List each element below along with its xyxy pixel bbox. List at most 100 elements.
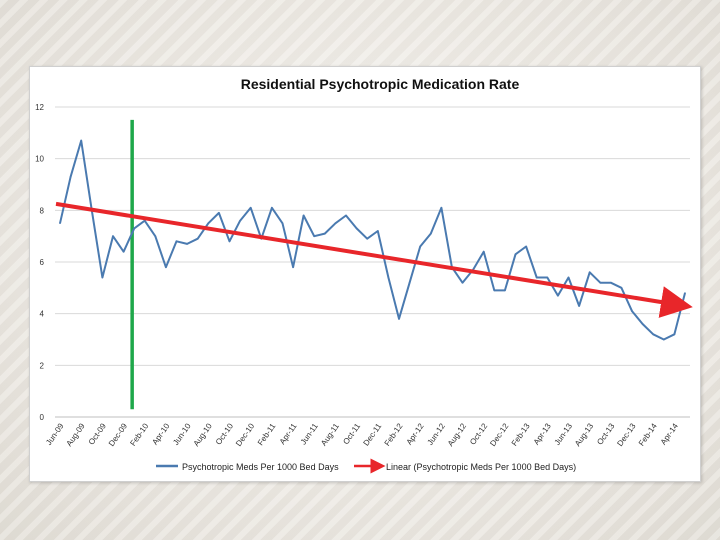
x-tick-label: Jun-11 — [299, 421, 320, 446]
data-point — [69, 175, 72, 178]
data-point — [218, 212, 220, 214]
data-point — [461, 281, 464, 284]
data-point — [631, 310, 633, 312]
y-tick-label: 10 — [35, 155, 44, 164]
data-point — [59, 222, 61, 225]
grid-layer — [55, 106, 690, 418]
series-line-0 — [59, 139, 686, 341]
data-point — [578, 305, 580, 307]
x-tick-label: Feb-13 — [510, 421, 532, 447]
data-point — [376, 230, 379, 232]
x-tick-label: Feb-10 — [128, 421, 150, 447]
legend-label-series: Psychotropic Meds Per 1000 Bed Days — [182, 462, 339, 472]
data-point — [588, 271, 591, 274]
data-point — [313, 235, 316, 237]
data-point — [599, 281, 602, 284]
data-point — [80, 139, 82, 142]
chart-card: Residential Psychotropic Medication Rate… — [29, 66, 701, 482]
data-point — [228, 240, 231, 243]
legend-label-trendline: Linear (Psychotropic Meds Per 1000 Bed D… — [386, 462, 576, 472]
data-point — [663, 338, 665, 341]
x-tick-label: Apr-11 — [278, 421, 299, 446]
y-tick-label: 12 — [35, 103, 44, 112]
data-point — [239, 219, 241, 222]
x-tick-label: Apr-13 — [532, 421, 553, 446]
data-point — [186, 243, 188, 245]
data-point — [281, 222, 284, 225]
x-tick-label: Jun-10 — [171, 421, 193, 447]
data-point — [482, 250, 485, 253]
data-point — [504, 289, 506, 292]
x-tick-label: Aug-11 — [319, 421, 341, 447]
data-point — [419, 245, 421, 248]
x-tick-label: Feb-14 — [637, 421, 659, 447]
data-point — [673, 333, 676, 336]
data-point — [122, 250, 125, 253]
x-tick-label: Jun-13 — [553, 421, 575, 447]
x-tick-label: Aug-10 — [192, 421, 214, 448]
data-point — [302, 214, 305, 217]
data-point — [641, 323, 644, 325]
data-point — [567, 276, 570, 279]
x-tick-label: Oct-13 — [595, 421, 616, 446]
x-tick-label: Jun-09 — [44, 421, 66, 447]
data-point — [514, 253, 517, 256]
data-point — [154, 235, 157, 237]
data-point — [249, 206, 252, 209]
x-tick-label: Dec-11 — [362, 421, 384, 447]
y-axis-labels: 0 2 4 6 8 10 12 — [35, 103, 44, 422]
data-point — [324, 232, 326, 235]
data-point — [398, 318, 400, 320]
x-tick-label: Apr-12 — [405, 421, 426, 446]
x-axis-labels: Jun-09 Aug-09 Oct-09 Dec-09 Feb-10 Apr-10 Jun-… — [44, 421, 680, 448]
data-point — [175, 240, 178, 243]
y-tick-label: 0 — [40, 413, 45, 422]
data-point — [408, 281, 411, 284]
data-point — [493, 289, 496, 292]
x-tick-label: Apr-14 — [659, 421, 680, 446]
data-point — [355, 227, 358, 230]
trendline — [55, 201, 693, 318]
x-tick-label: Feb-11 — [256, 421, 278, 447]
x-tick-label: Oct-12 — [468, 421, 489, 446]
x-tick-label: Jun-12 — [426, 421, 448, 447]
x-tick-label: Dec-12 — [488, 421, 510, 448]
data-point — [366, 237, 369, 240]
data-point — [196, 237, 199, 240]
chart: Residential Psychotropic Medication Rate… — [35, 76, 693, 474]
x-tick-label: Aug-13 — [573, 421, 595, 448]
x-tick-label: Apr-10 — [150, 421, 171, 446]
x-tick-label: Oct-11 — [341, 421, 362, 446]
data-point — [133, 227, 135, 230]
x-tick-label: Dec-09 — [107, 421, 129, 448]
y-tick-label: 4 — [40, 310, 45, 319]
x-tick-label: Dec-13 — [615, 421, 637, 448]
data-point — [610, 281, 612, 284]
data-point — [546, 276, 549, 279]
data-point — [387, 276, 390, 279]
data-point — [557, 294, 559, 297]
data-point — [684, 292, 686, 294]
x-tick-label: Dec-10 — [234, 421, 256, 448]
data-point — [345, 214, 347, 217]
data-point — [525, 245, 527, 248]
y-tick-label: 2 — [40, 361, 45, 370]
data-point — [292, 266, 294, 268]
data-point — [440, 206, 443, 209]
data-point — [652, 333, 655, 336]
data-point — [620, 287, 623, 289]
x-tick-label: Aug-12 — [446, 421, 468, 448]
data-point — [165, 266, 167, 268]
x-tick-label: Oct-10 — [214, 421, 235, 446]
data-point — [207, 222, 210, 225]
data-point — [271, 206, 273, 209]
y-tick-label: 8 — [40, 206, 45, 215]
data-point — [429, 232, 432, 235]
data-point — [112, 235, 114, 237]
x-tick-label: Feb-12 — [383, 421, 405, 447]
legend: Psychotropic Meds Per 1000 Bed Days Line… — [156, 458, 576, 474]
data-point — [101, 276, 104, 279]
chart-title: Residential Psychotropic Medication Rate — [241, 76, 520, 92]
data-point — [334, 222, 337, 225]
y-tick-label: 6 — [40, 258, 45, 267]
